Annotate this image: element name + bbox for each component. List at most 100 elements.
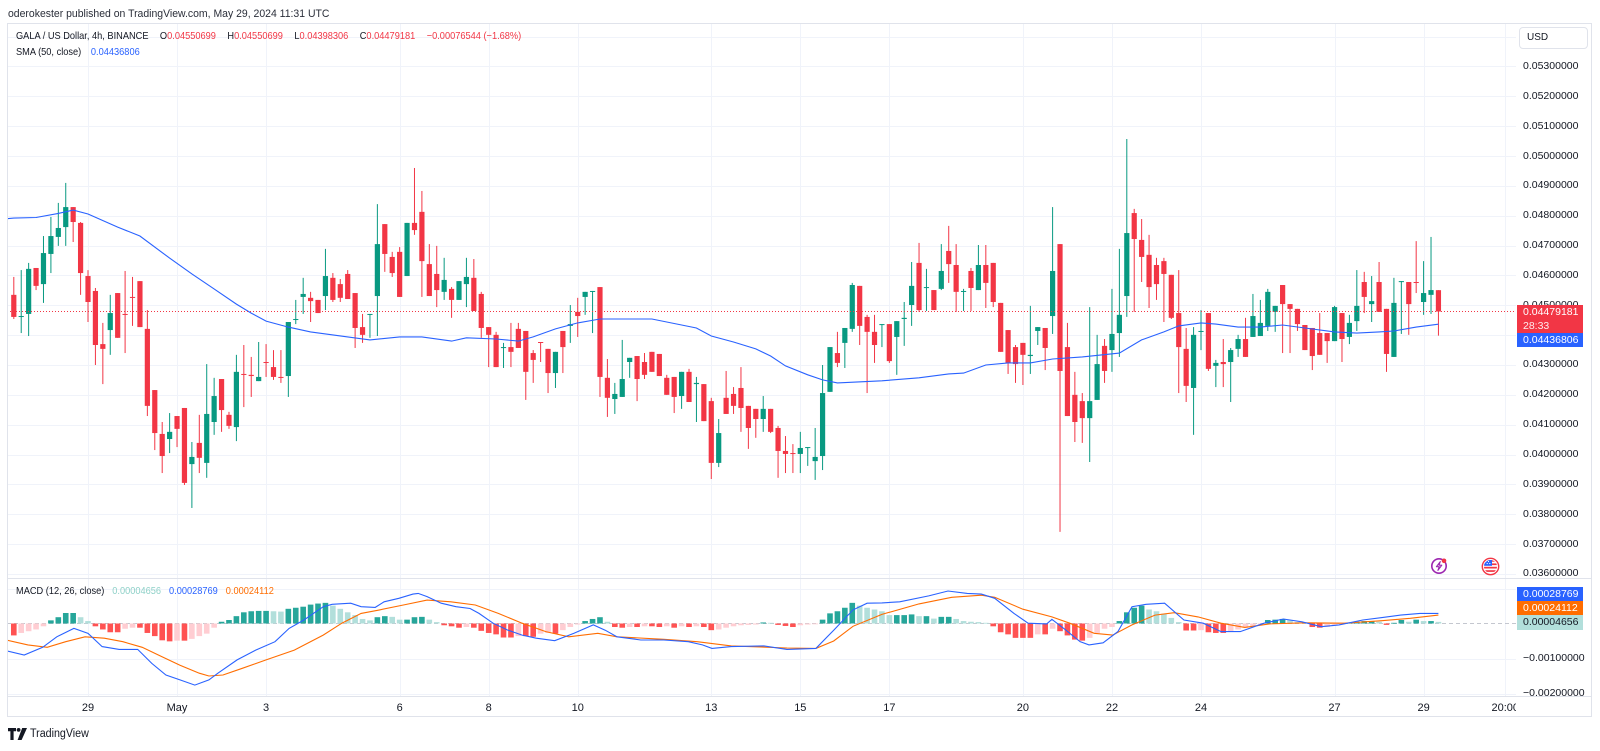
candle-body (55, 227, 61, 237)
candle-body (693, 382, 700, 385)
macd-histogram-bar (478, 623, 485, 631)
candle-body (92, 290, 99, 345)
price-axis[interactable]: USD 0.05300000 0.05200000 0.05100000 0.0500… (1516, 0, 1592, 717)
candle-up (441, 257, 447, 300)
time-axis[interactable]: 29 May 3 6 8 10 13 15 17 20 22 24 27 29 20:00 (7, 697, 1516, 716)
candle-body (241, 373, 247, 375)
candle-body (293, 319, 299, 321)
candle-down (1042, 327, 1048, 371)
candle-body (671, 376, 677, 397)
candle-down (11, 276, 17, 320)
candle-down (448, 287, 455, 318)
macd-histogram-bar (604, 621, 611, 624)
time-axis-label: May (166, 702, 188, 714)
time-axis-label: 27 (1328, 702, 1341, 714)
macd-histogram-bar (382, 616, 388, 624)
sma-legend[interactable]: SMA (50, close) 0.04436806 (16, 45, 140, 59)
macd-histogram-bar (812, 623, 818, 625)
macd-histogram-bar (1101, 623, 1108, 629)
macd-histogram-series[interactable] (7, 602, 1516, 642)
candle-down (1205, 313, 1212, 371)
candle-body (1094, 364, 1100, 400)
candle-down (1242, 317, 1249, 357)
currency-button[interactable]: USD (1519, 27, 1588, 49)
candle-up (18, 270, 24, 334)
candle-down (597, 287, 603, 397)
candle-up (1228, 347, 1234, 403)
candle-up (167, 413, 173, 454)
low-label: L (294, 30, 300, 42)
candle-body (1369, 301, 1375, 305)
alert-button[interactable] (1430, 557, 1448, 575)
macd-histogram-bar (1168, 617, 1175, 624)
candle-body (649, 351, 655, 372)
candle-body (322, 276, 329, 297)
candle-body (107, 313, 113, 331)
candle-down (931, 290, 937, 311)
macd-histogram-bar (708, 623, 715, 631)
sma-series[interactable] (6, 209, 1516, 384)
candlestick-series[interactable] (11, 139, 1442, 532)
candle-down (1079, 393, 1085, 443)
candle-up (26, 262, 32, 337)
candle-down (664, 374, 670, 395)
candle-body (233, 371, 239, 428)
candle-up (812, 427, 818, 480)
candle-body (152, 390, 158, 434)
macd-histogram-bar (634, 623, 640, 628)
macd-legend-label[interactable]: MACD (12, 26, close) (16, 585, 105, 597)
macd-legend[interactable]: MACD (12, 26, close) 0.00004656 0.00028769… (16, 584, 274, 598)
macd-histogram-bar (879, 611, 885, 624)
candle-down (218, 379, 225, 432)
candle-down (241, 344, 247, 408)
price-axis-label: 0.03900000 (1523, 477, 1579, 490)
tradingview-logo-icon (8, 728, 27, 740)
candle-down (1376, 262, 1382, 312)
time-axis-label: 3 (263, 702, 270, 714)
macd-histogram-bar (1398, 620, 1405, 624)
candle-body (1057, 244, 1063, 371)
macd-histogram-bar (1227, 623, 1234, 632)
candle-down (493, 331, 499, 368)
macd-histogram-bar (589, 618, 596, 624)
macd-histogram-bar (574, 623, 581, 625)
macd-histogram-bar (1012, 623, 1019, 638)
macd-histogram-bar (782, 623, 789, 626)
candle-up (1087, 307, 1093, 463)
candle-body (456, 281, 462, 300)
macd-histogram-bar (1405, 621, 1412, 624)
candle-down (864, 314, 870, 394)
candle-body (745, 405, 751, 428)
candle-body (1035, 327, 1041, 331)
macd-histogram-bar (582, 621, 588, 624)
macd-histogram-bar (40, 623, 47, 627)
candle-down (523, 330, 529, 400)
symbol-title[interactable]: GALA / US Dollar, 4h, BINANCE (16, 30, 149, 42)
macd-histogram-bar (241, 612, 247, 624)
candle-down (656, 353, 662, 377)
brand-text: TradingView (30, 728, 89, 740)
candle-down (1361, 271, 1367, 314)
candle-down (174, 416, 180, 448)
region-button[interactable] (1481, 557, 1500, 576)
candle-body (679, 371, 685, 397)
candle-down (834, 331, 841, 368)
macd-histogram-bar (463, 623, 470, 628)
candle-down (359, 313, 366, 343)
candle-down (775, 425, 781, 478)
tradingview-brand-link[interactable]: TradingView (8, 727, 93, 741)
candle-up (463, 257, 470, 308)
candle-body (196, 442, 202, 458)
candle-up (760, 396, 766, 432)
candle-down (1101, 339, 1108, 383)
sma-legend-label[interactable]: SMA (50, close) (16, 46, 82, 58)
price-axis-label: 0.04800000 (1523, 209, 1579, 222)
macd-histogram-bar (1287, 620, 1293, 624)
macd-histogram-bar (137, 623, 143, 628)
macd-line-series[interactable] (6, 590, 1439, 686)
candle-up (1250, 293, 1256, 337)
macd-histogram-bar (114, 623, 121, 633)
macd-axis-label: −0.00200000 (1523, 687, 1585, 699)
close-label: C (359, 30, 367, 42)
